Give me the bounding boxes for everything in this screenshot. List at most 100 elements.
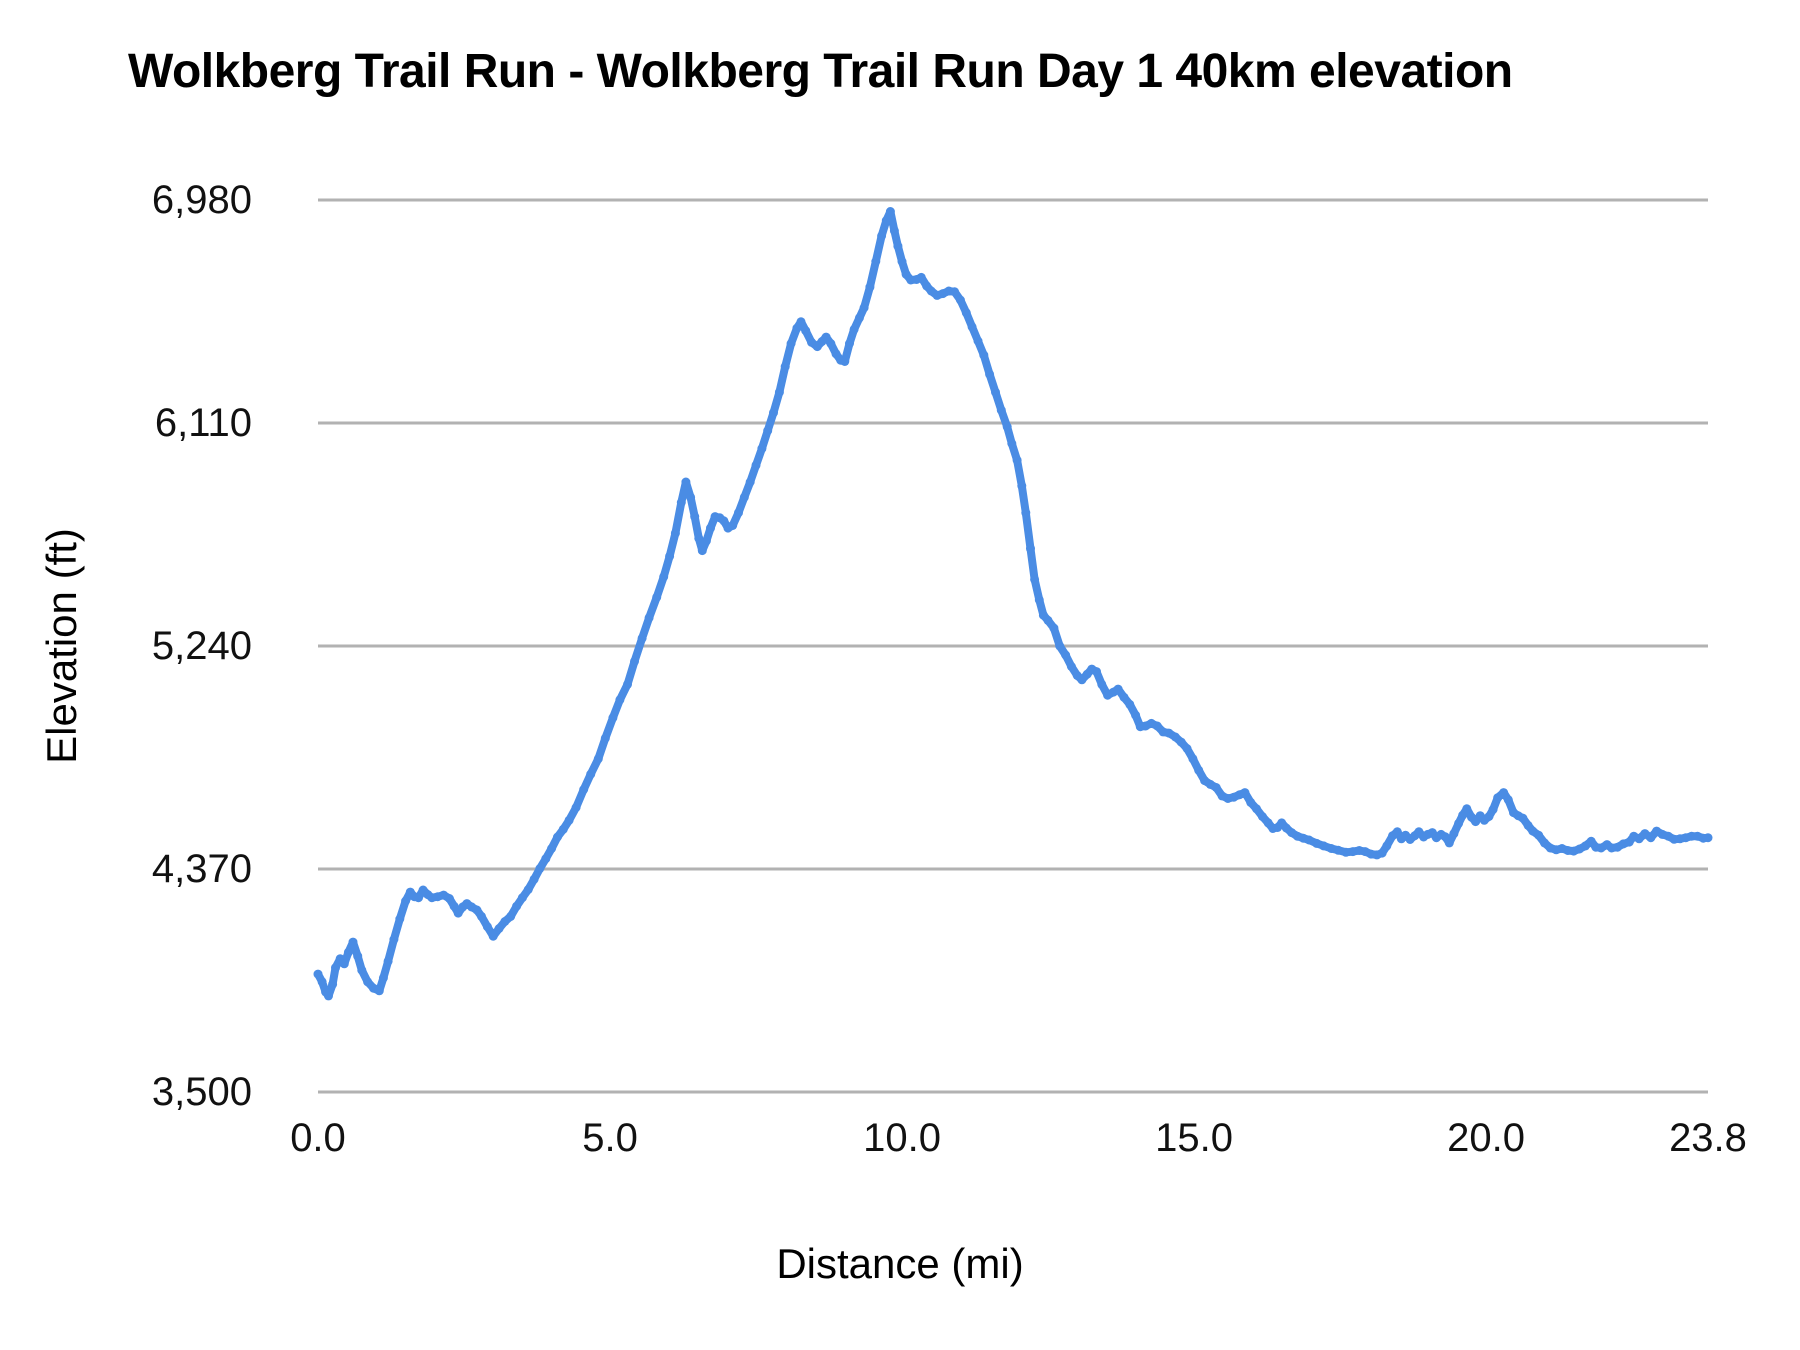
data-point (644, 613, 654, 623)
data-point (792, 323, 802, 333)
data-point (348, 937, 358, 947)
data-point (686, 492, 696, 502)
data-point (395, 914, 405, 924)
data-point (1012, 455, 1022, 465)
data-point (535, 864, 545, 873)
data-point (1002, 422, 1012, 432)
data-point (564, 815, 574, 825)
data-point (449, 901, 459, 911)
data-point (652, 592, 662, 602)
data-point (472, 905, 482, 915)
data-point (1021, 508, 1031, 518)
data-point (593, 754, 603, 764)
data-point (840, 357, 850, 366)
data-point (630, 656, 639, 666)
data-point (831, 349, 841, 359)
data-point (1170, 732, 1180, 742)
data-point (453, 908, 463, 918)
data-point (1449, 829, 1459, 839)
data-point (845, 339, 854, 348)
data-point (885, 207, 895, 216)
data-point (1458, 810, 1468, 820)
data-point (1034, 595, 1044, 605)
data-point (854, 313, 864, 323)
data-point (961, 308, 971, 318)
data-point (694, 533, 704, 543)
data-point (1634, 834, 1644, 844)
data-point (1341, 847, 1351, 857)
data-point (826, 339, 836, 348)
data-point (706, 523, 715, 533)
data-point (734, 508, 743, 518)
data-point (1061, 650, 1071, 660)
data-point (877, 231, 887, 241)
data-point (1113, 684, 1123, 694)
data-point (786, 339, 796, 348)
data-point (500, 917, 510, 926)
data-point (1312, 838, 1322, 848)
data-point (608, 713, 618, 723)
data-point (780, 362, 790, 372)
data-point (1077, 675, 1087, 685)
data-point (1240, 788, 1250, 798)
data-point (553, 832, 562, 842)
data-point (1304, 835, 1314, 845)
data-point (328, 979, 338, 989)
data-point (1182, 744, 1192, 753)
data-point (893, 241, 903, 251)
data-point (881, 216, 891, 225)
data-point (739, 492, 749, 502)
data-point (1493, 793, 1503, 803)
data-point (600, 733, 610, 743)
data-point (637, 633, 647, 643)
data-point (1488, 805, 1498, 814)
x-tick-label: 5.0 (582, 1116, 638, 1160)
x-axis-title: Distance (mi) (776, 1240, 1024, 1287)
data-point (363, 977, 373, 987)
data-point (865, 282, 875, 292)
data-point (477, 911, 486, 921)
data-point (324, 991, 333, 1001)
data-point (1164, 728, 1174, 738)
data-point (821, 332, 831, 342)
data-point (506, 911, 516, 921)
data-point (1518, 813, 1528, 823)
data-point (1097, 679, 1107, 689)
data-point (512, 901, 522, 911)
data-point (1043, 615, 1053, 625)
x-tick-label: 23.8 (1669, 1116, 1747, 1160)
data-point (681, 477, 691, 487)
data-point (571, 803, 581, 812)
data-point (701, 536, 711, 546)
data-point (763, 426, 773, 436)
data-point (523, 885, 533, 894)
data-point (796, 317, 806, 327)
data-point (313, 969, 323, 979)
data-point (676, 498, 686, 507)
data-point (1444, 838, 1454, 848)
data-point (1131, 710, 1141, 720)
data-point (579, 785, 589, 794)
x-tick-label: 15.0 (1155, 1116, 1233, 1160)
data-point (547, 844, 557, 853)
data-point (343, 947, 353, 957)
data-point (357, 965, 367, 975)
data-point (1257, 812, 1267, 821)
data-point (751, 460, 761, 470)
data-point (1055, 641, 1065, 651)
data-point (967, 322, 977, 332)
y-tick-label: 6,110 (154, 401, 252, 445)
data-point (1194, 765, 1204, 775)
data-point (670, 528, 680, 538)
data-point (444, 894, 454, 903)
elevation-line (314, 207, 1712, 1000)
data-point (774, 387, 784, 397)
x-tick-label: 0.0 (290, 1116, 346, 1160)
data-point (728, 521, 738, 530)
data-point (690, 512, 700, 522)
data-point (991, 387, 1000, 397)
data-point (973, 336, 983, 346)
data-point (719, 516, 729, 526)
data-point (1252, 804, 1261, 814)
data-point (1540, 838, 1549, 848)
